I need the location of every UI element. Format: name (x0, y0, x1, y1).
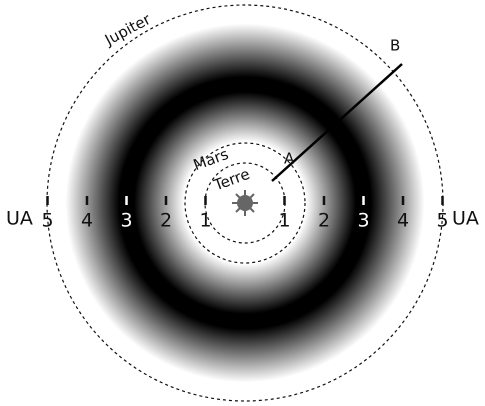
tick-label: 2 (318, 210, 330, 232)
tick-label: 4 (397, 210, 409, 232)
diagram: A B Jupiter Mars Terre UA UA 1122334455 (0, 0, 485, 406)
tick-label: 5 (41, 210, 53, 232)
unit-label: UA (452, 208, 479, 230)
tick-label: 3 (120, 210, 132, 232)
tick-label: 2 (160, 210, 172, 232)
tick-label: 1 (199, 210, 211, 232)
tick-label: 5 (436, 210, 448, 232)
tick-label: 3 (357, 210, 369, 232)
point-label: A (284, 150, 295, 168)
orbit-label: Jupiter (101, 10, 154, 50)
unit-label: UA (6, 208, 33, 230)
tick-label: 4 (81, 210, 93, 232)
point-label: B (390, 37, 400, 55)
tick-label: 1 (278, 210, 290, 232)
